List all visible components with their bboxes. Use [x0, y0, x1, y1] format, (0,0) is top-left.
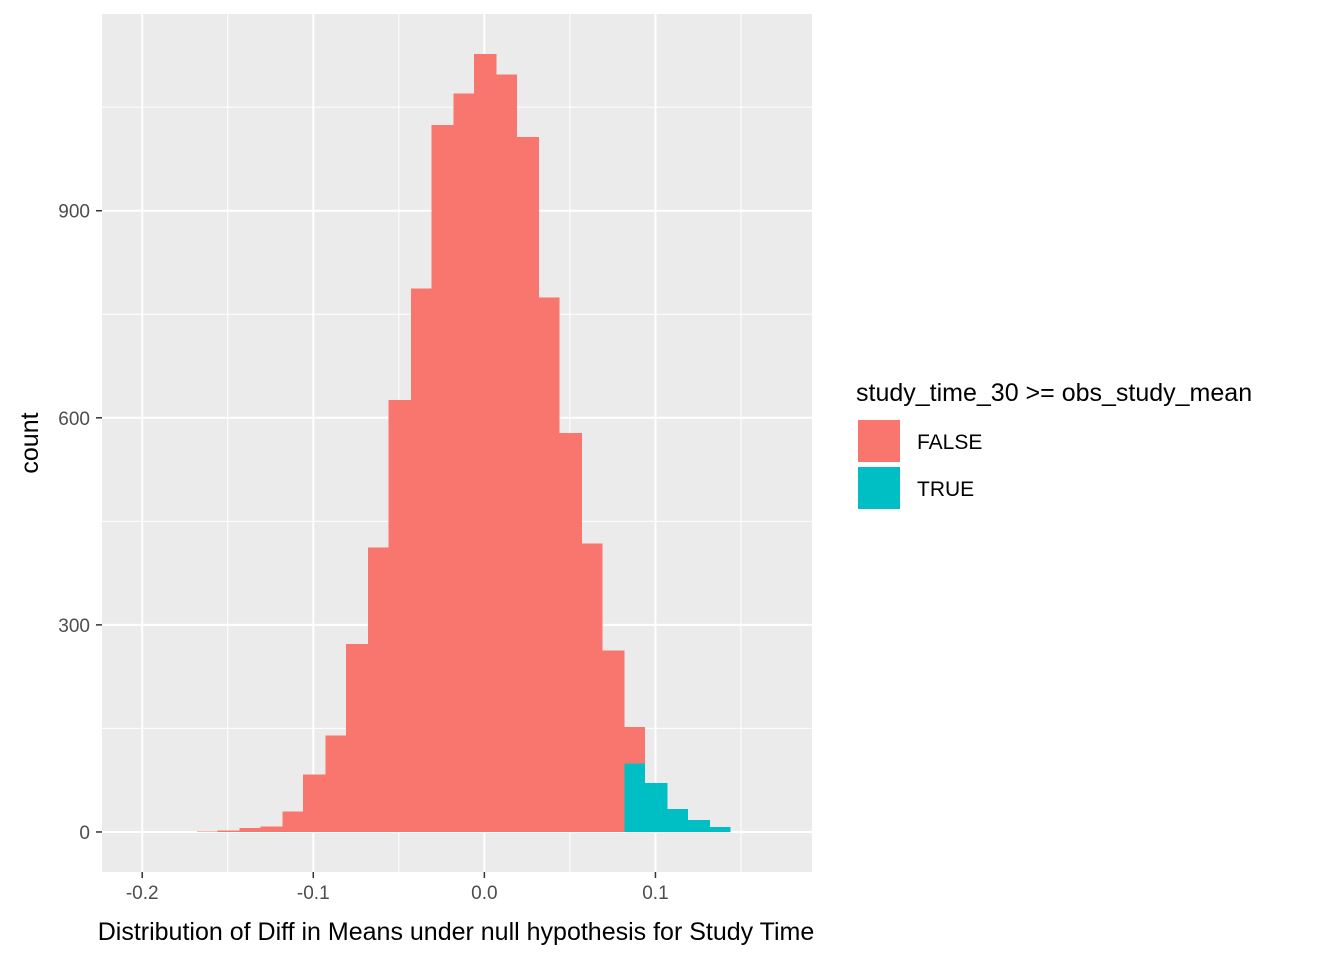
y-axis-title: count	[16, 412, 44, 473]
histogram-bar-false	[496, 74, 517, 832]
histogram-bar-false	[196, 831, 218, 832]
histogram-bar-true	[710, 827, 731, 832]
legend-title: study_time_30 >= obs_study_mean	[856, 379, 1252, 407]
histogram-bar-false	[539, 297, 560, 832]
y-tick-label: 600	[58, 409, 90, 430]
histogram-bar-false	[217, 830, 240, 832]
histogram-bar-false	[345, 644, 369, 832]
histogram-bar-false	[388, 399, 411, 832]
x-tick-label: -0.1	[297, 883, 330, 904]
histogram-bar-true	[645, 782, 668, 832]
y-tick-label: 0	[79, 823, 90, 844]
bars-layer	[196, 54, 731, 832]
histogram-bar-false	[602, 650, 625, 832]
histogram-bar-false	[474, 54, 497, 832]
histogram-bar-false	[282, 811, 304, 832]
legend-key-false	[858, 420, 900, 462]
histogram-bar-false	[260, 826, 283, 832]
histogram-bar-false	[325, 735, 346, 832]
histogram-bar-false	[239, 827, 261, 832]
histogram-bar-false	[410, 288, 432, 832]
histogram-bar-true	[624, 763, 646, 832]
histogram-bar-true	[667, 809, 688, 832]
legend-label-false: FALSE	[917, 431, 982, 454]
histogram-bar-false	[453, 93, 475, 832]
x-tick-label: -0.2	[126, 883, 159, 904]
x-tick-label: 0.0	[471, 883, 497, 904]
histogram-bar-false	[516, 136, 540, 832]
histogram-bar-false	[303, 774, 326, 832]
histogram-bar-false	[431, 125, 454, 832]
histogram-bar-false	[559, 432, 582, 832]
x-axis-title: Distribution of Diff in Means under null…	[98, 918, 815, 946]
x-tick-label: 0.1	[642, 883, 668, 904]
axis-ticks: -0.2 -0.1 0.0 0.1 0 300 600 900	[58, 202, 668, 904]
histogram-bar-false	[368, 547, 389, 832]
histogram-bar-false	[581, 543, 603, 832]
histogram-bar-true	[687, 820, 711, 832]
y-tick-label: 300	[58, 616, 90, 637]
legend-label-true: TRUE	[917, 478, 974, 501]
y-tick-label: 900	[58, 202, 90, 223]
legend: study_time_30 >= obs_study_mean FALSE TR…	[856, 379, 1252, 509]
legend-key-true	[858, 467, 900, 509]
